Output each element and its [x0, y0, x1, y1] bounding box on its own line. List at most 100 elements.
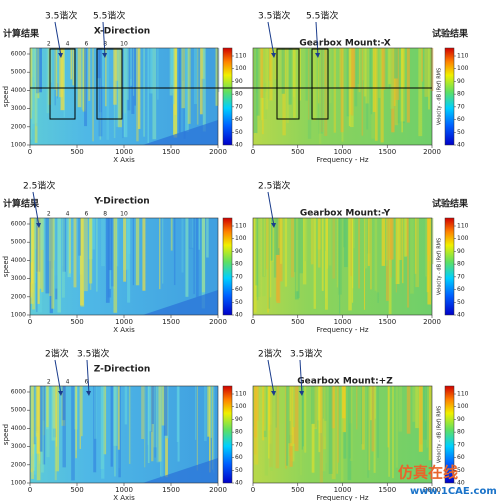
heatmap-streak: [348, 218, 352, 311]
heatmap-streak: [55, 48, 58, 97]
heatmap-streak: [181, 218, 184, 273]
heatmap-streak: [254, 386, 259, 465]
heatmap-streak: [156, 386, 161, 463]
heatmap-streak: [305, 48, 308, 101]
colorbar-tick-label: 110: [235, 53, 247, 60]
heatmap-streak: [36, 218, 38, 313]
heatmap-streak: [34, 218, 36, 284]
heatmap-streak: [123, 218, 127, 282]
heatmap-streak: [406, 48, 410, 123]
heatmap-streak: [57, 218, 61, 313]
colorbar-tick-label: 60: [235, 454, 243, 461]
heatmap-streak: [30, 218, 32, 283]
heatmap-streak: [374, 48, 378, 141]
x-axis-label: X Axis: [113, 494, 135, 501]
colorbar-tick-label: 40: [235, 142, 243, 149]
heatmap-streak: [92, 48, 94, 142]
heatmap-streak: [37, 218, 40, 304]
heatmap-streak: [269, 48, 273, 101]
colorbar-tick-label: 100: [235, 403, 247, 410]
heatmap-streak: [275, 218, 280, 255]
heatmap-streak: [151, 386, 154, 425]
heatmap-streak: [290, 386, 294, 447]
heatmap-streak: [317, 386, 322, 421]
order-highlight: [311, 48, 329, 120]
heatmap-streak: [30, 48, 32, 119]
heatmap-streak: [380, 48, 384, 143]
heatmap-streak: [253, 386, 255, 427]
heatmap-streak: [275, 386, 280, 469]
heatmap-streak: [113, 386, 118, 446]
heatmap-streak: [213, 386, 215, 473]
heatmap-streak: [161, 386, 166, 426]
heatmap-streak: [286, 48, 289, 123]
heatmap-streak: [294, 386, 299, 452]
heatmap-streak: [136, 48, 139, 142]
heatmap-streak: [418, 386, 423, 452]
heatmap-streak: [340, 48, 344, 133]
colorbar-tick-label: 80: [457, 91, 465, 98]
heatmap-streak: [324, 218, 328, 310]
heatmap-streak: [159, 218, 161, 290]
heatmap-streak: [273, 218, 277, 278]
colorbar-tick-label: 100: [457, 403, 469, 410]
heatmap-streak: [116, 218, 119, 267]
heatmap-streak: [388, 218, 392, 315]
heatmap-streak: [36, 386, 41, 454]
heatmap-streak: [49, 48, 52, 83]
watermark-title: 仿真在线: [398, 464, 458, 482]
heatmap-streak: [127, 48, 131, 111]
colorbar-tick-label: 80: [457, 429, 465, 436]
heatmap-streak: [40, 218, 45, 250]
panel-title: Z-Direction: [94, 365, 151, 375]
heatmap-streak: [404, 218, 407, 257]
colorbar-tick-label: 60: [235, 116, 243, 123]
colorbar: [444, 217, 455, 316]
heatmap-streak: [130, 48, 133, 86]
colorbar-tick-label: 100: [457, 235, 469, 242]
arrow-head: [271, 53, 276, 58]
heatmap-streak: [55, 386, 60, 472]
heatmap-streak: [351, 218, 354, 289]
colorbar: [444, 385, 455, 484]
panel-title: Gearbox Mount:+Z: [297, 377, 393, 387]
colorbar-tick-label: 60: [457, 286, 465, 293]
heatmap-streak: [103, 386, 107, 455]
heatmap-streak: [45, 218, 50, 294]
heatmap-streak: [96, 218, 98, 292]
heatmap-streak: [355, 386, 358, 430]
heatmap-streak: [415, 386, 419, 429]
annotation-arrow: [299, 359, 303, 395]
x-tick-label: 1500: [378, 318, 396, 326]
x-tick-label: 2000: [423, 148, 441, 156]
heatmap-streak: [122, 48, 124, 139]
heatmap-streak: [31, 218, 34, 284]
heatmap-streak: [349, 386, 351, 459]
heatmap-corner: [142, 458, 218, 483]
colorbar-tick-label: 40: [235, 480, 243, 487]
colorbar-tick-label: 110: [457, 223, 469, 230]
heatmap-streak: [199, 48, 203, 115]
y-tick-label: 5000: [11, 239, 26, 246]
order-highlight: [96, 48, 123, 120]
colorbar-tick-label: 50: [235, 467, 243, 474]
order-annotation: 2.5谐次: [23, 180, 55, 192]
heatmap-streak: [48, 218, 52, 297]
y-axis-label: speed: [2, 424, 10, 445]
heatmap-streak: [307, 48, 312, 139]
heatmap-streak: [46, 386, 49, 428]
heatmap-streak: [154, 386, 156, 458]
heatmap-streak: [263, 386, 267, 438]
heatmap-streak: [81, 386, 83, 437]
heatmap-streak: [263, 218, 266, 277]
order-tick-label: 8: [103, 211, 107, 218]
colorbar-label: Velocity - dB (Ref) RMS: [437, 406, 443, 463]
annotation-arrow: [54, 359, 62, 395]
heatmap-streak: [337, 386, 339, 463]
heatmap-streak: [254, 386, 257, 438]
heatmap-streak: [324, 218, 326, 251]
heatmap-streak: [269, 218, 272, 298]
heatmap-streak: [390, 48, 394, 109]
order-annotation: 5.5谐次: [93, 10, 125, 22]
